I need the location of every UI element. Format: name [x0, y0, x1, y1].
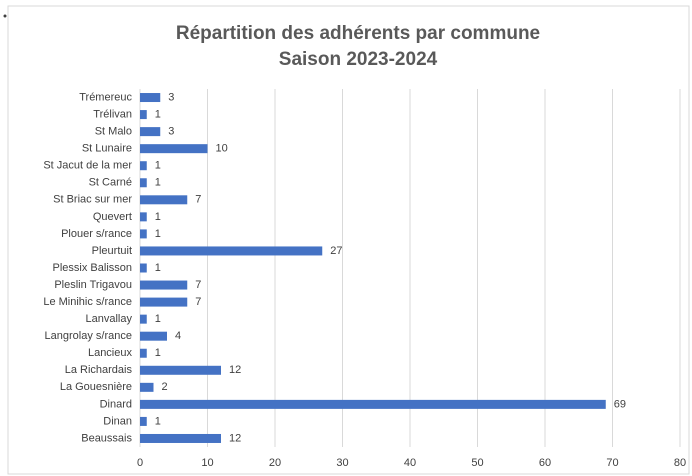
bar — [140, 280, 188, 290]
bar — [140, 382, 154, 392]
bar — [140, 144, 208, 154]
x-tick-label: 0 — [137, 457, 143, 469]
bar — [140, 93, 161, 103]
bar — [140, 229, 147, 239]
chart-title: Répartition des adhérents par commune — [176, 23, 540, 44]
bar — [140, 161, 147, 171]
y-tick-label: La Gouesnière — [60, 381, 132, 393]
x-tick-label: 40 — [404, 457, 416, 469]
data-label: 7 — [195, 296, 201, 308]
bar — [140, 433, 221, 443]
bar — [140, 416, 147, 426]
y-tick-label: Pleslin Trigavou — [54, 279, 132, 291]
data-label: 2 — [162, 381, 168, 393]
bullet — [3, 14, 7, 18]
y-tick-label: Pleurtuit — [92, 245, 132, 257]
x-tick-label: 20 — [269, 457, 281, 469]
y-tick-label: St Lunaire — [82, 143, 132, 155]
data-label: 1 — [155, 177, 161, 189]
y-tick-label: Lanvallay — [86, 313, 133, 325]
y-tick-label: Beaussais — [81, 432, 132, 444]
bar — [140, 246, 323, 256]
data-label: 1 — [155, 313, 161, 325]
y-tick-label: St Briac sur mer — [53, 194, 132, 206]
data-label: 1 — [155, 415, 161, 427]
bar — [140, 314, 147, 324]
bar — [140, 195, 188, 205]
bar — [140, 263, 147, 273]
data-label: 3 — [168, 91, 174, 103]
bar — [140, 297, 188, 307]
chart-subtitle: Saison 2023-2024 — [279, 49, 438, 70]
data-label: 10 — [216, 143, 228, 155]
y-tick-label: Le Minihic s/rance — [43, 296, 132, 308]
data-label: 7 — [195, 194, 201, 206]
bar — [140, 127, 161, 137]
bar — [140, 348, 147, 358]
y-tick-label: Langrolay s/rance — [45, 330, 132, 342]
bar — [140, 365, 221, 375]
y-tick-label: St Malo — [95, 126, 132, 138]
data-label: 27 — [330, 245, 342, 257]
data-label: 1 — [155, 347, 161, 359]
data-label: 1 — [155, 160, 161, 172]
y-tick-label: Dinan — [103, 415, 132, 427]
data-label: 12 — [229, 432, 241, 444]
x-tick-label: 80 — [674, 457, 686, 469]
y-tick-label: St Jacut de la mer — [43, 160, 132, 172]
data-label: 4 — [175, 330, 181, 342]
bar — [140, 110, 147, 120]
x-tick-label: 30 — [336, 457, 348, 469]
data-label: 1 — [155, 228, 161, 240]
y-tick-label: Quevert — [93, 211, 132, 223]
y-tick-label: St Carné — [89, 177, 132, 189]
data-label: 1 — [155, 211, 161, 223]
data-label: 1 — [155, 108, 161, 120]
chart-frame — [7, 5, 690, 475]
x-tick-label: 60 — [539, 457, 551, 469]
bar — [140, 331, 167, 341]
x-tick-label: 10 — [201, 457, 213, 469]
y-tick-label: Dinard — [100, 398, 132, 410]
y-tick-label: La Richardais — [65, 364, 133, 376]
data-label: 12 — [229, 364, 241, 376]
bar — [140, 399, 606, 409]
y-tick-label: Trémereuc — [79, 91, 132, 103]
y-tick-label: Lancieux — [88, 347, 133, 359]
data-label: 7 — [195, 279, 201, 291]
x-tick-label: 70 — [606, 457, 618, 469]
y-tick-label: Trélivan — [93, 108, 132, 120]
y-tick-label: Plessix Balisson — [53, 262, 132, 274]
data-label: 69 — [614, 398, 626, 410]
bar — [140, 212, 147, 222]
x-tick-label: 50 — [471, 457, 483, 469]
data-label: 1 — [155, 262, 161, 274]
data-label: 3 — [168, 126, 174, 138]
y-tick-label: Plouer s/rance — [61, 228, 132, 240]
bar — [140, 178, 147, 188]
